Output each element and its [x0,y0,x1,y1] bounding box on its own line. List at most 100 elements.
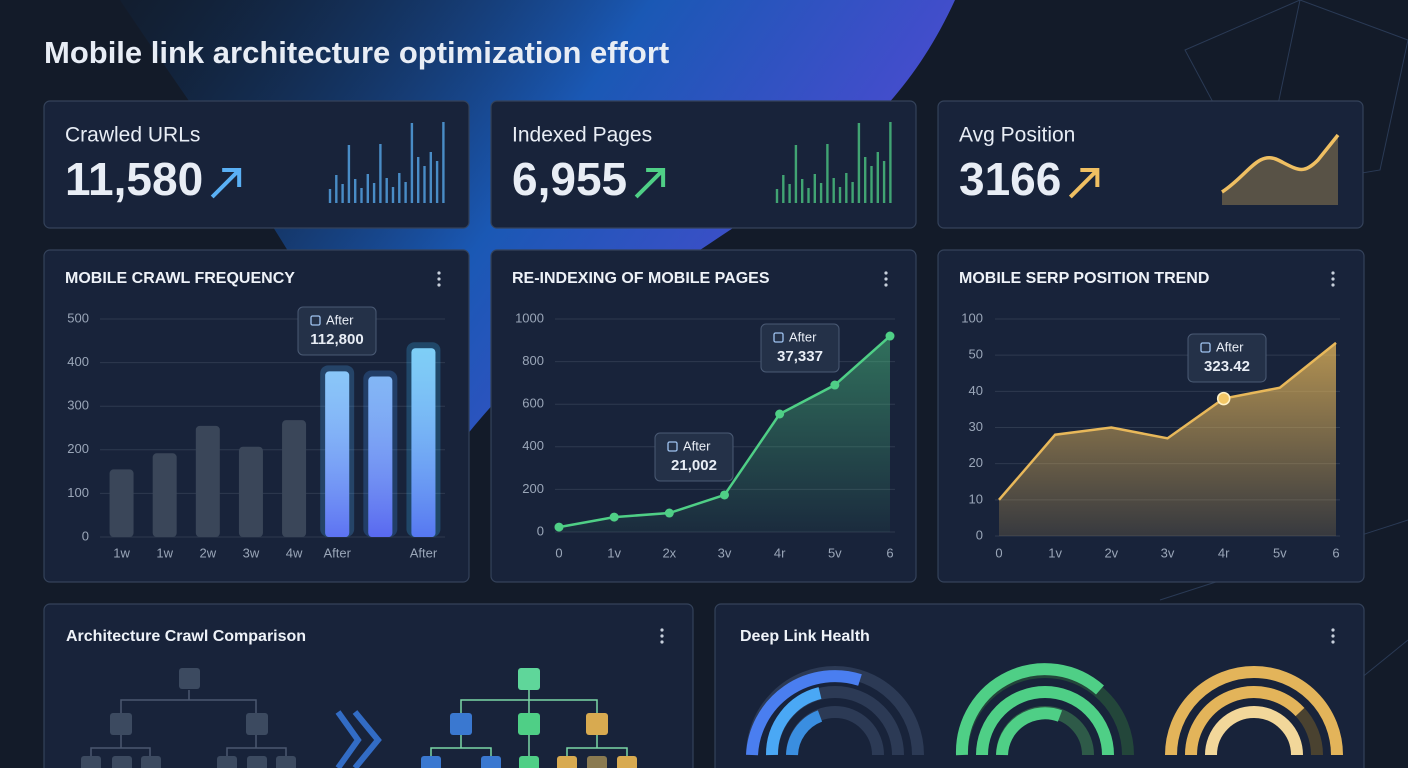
y-tick-label: 400 [522,438,544,453]
kpi-card [937,100,1364,229]
bar [152,453,177,537]
x-tick-label: 5v [828,545,842,560]
bar [109,469,134,537]
x-tick-label: 3v [718,545,732,560]
bar-shade [368,376,393,537]
tooltip-value: 21,002 [671,457,717,474]
tooltip-value: 112,800 [310,331,363,348]
x-tick-label: 3v [1161,545,1175,560]
x-tick-label: After [410,545,438,560]
y-tick-label: 0 [976,527,983,542]
menu-button[interactable] [1331,271,1335,287]
x-tick-label: 0 [555,545,562,560]
x-tick-label: 6 [1332,545,1339,560]
data-point [609,512,619,522]
y-tick-label: 600 [522,396,544,411]
data-point [1216,391,1231,406]
y-tick-label: 400 [67,354,89,369]
x-tick-label: 2x [662,545,676,560]
tooltip [297,306,377,356]
kpi-value: 3166 [959,153,1061,205]
menu-dot [884,271,888,275]
menu-dot [1331,283,1335,287]
data-point [885,331,895,341]
x-tick-label: 4w [286,545,303,560]
y-tick-label: 800 [522,353,544,368]
gauges [746,663,1343,756]
panel-title: Architecture Crawl Comparison [66,628,306,645]
menu-dot [437,271,441,275]
bar-shade [325,371,350,537]
y-tick-label: 0 [82,528,89,543]
tooltip-icon [1200,342,1211,353]
menu-dot [437,283,441,287]
data-point [664,508,674,518]
tree-diagram [81,668,637,768]
y-tick-label: 1000 [515,310,544,325]
tooltip-icon [310,315,321,326]
series-line [998,341,1337,501]
y-tick-label: 0 [537,523,544,538]
bar-shade [411,348,436,537]
sparkline-area [1222,135,1338,205]
chart-title: RE-INDEXING OF MOBILE PAGES [512,270,770,287]
data-point [775,409,785,419]
tooltip-label: After [683,438,711,453]
y-tick-label: 20 [969,455,983,470]
chart-title: MOBILE CRAWL FREQUENCY [65,270,295,287]
tooltip [654,432,734,482]
tooltip-icon [773,332,784,343]
trend-arrow [634,168,666,199]
x-tick-label: 4r [774,545,786,560]
x-tick-label: 6 [886,545,893,560]
trend-arrow [1068,168,1100,199]
x-tick-label: 1w [113,545,130,560]
kpi-label: Avg Position [959,124,1075,147]
y-tick-label: 200 [522,481,544,496]
menu-button[interactable] [437,271,441,287]
panel-title: Deep Link Health [740,628,870,645]
kpi-row: Crawled URLs 11,580 Indexed Pages 6,955 Avg … [43,100,1364,229]
kpi-label: Indexed Pages [512,124,652,147]
y-tick-label: 40 [969,383,983,398]
tooltip-value: 323.42 [1204,358,1250,375]
menu-button[interactable] [884,271,888,287]
y-tick-label: 50 [969,347,983,362]
tooltip-icon [667,441,678,452]
y-tick-label: 300 [67,398,89,413]
menu-button[interactable] [1331,628,1335,644]
data-point [720,490,729,500]
x-tick-label: 1v [1048,545,1062,560]
tooltip-label: After [789,329,817,344]
kpi-value: 11,580 [65,153,203,205]
y-tick-label: 10 [969,491,983,506]
menu-button[interactable] [660,628,664,644]
x-tick-label: 1v [607,545,621,560]
data-point [554,522,564,532]
kpi-card [43,100,470,229]
menu-dot [1331,277,1335,281]
y-tick-label: 100 [67,485,89,500]
menu-dot [1331,271,1335,275]
menu-dot [884,277,888,281]
kpi-label: Crawled URLs [65,124,200,147]
page-title: Mobile link architecture optimization ef… [44,35,669,70]
tooltip [1187,333,1267,383]
y-tick-label: 200 [67,441,89,456]
menu-dot [884,283,888,287]
bar [238,446,263,537]
tooltip [760,323,840,373]
y-tick-label: 30 [969,419,983,434]
menu-dot [437,277,441,281]
tooltip-label: After [326,312,354,327]
chart-row: MOBILE CRAWL FREQUENCY01002003004005001w… [43,249,1365,583]
kpi-card [490,100,917,229]
x-tick-label: After [323,545,351,560]
x-tick-label: 2w [200,545,217,560]
x-tick-label: 4r [1218,545,1230,560]
x-tick-label: 5v [1273,545,1287,560]
data-point [830,380,840,390]
x-tick-label: 3w [243,545,260,560]
